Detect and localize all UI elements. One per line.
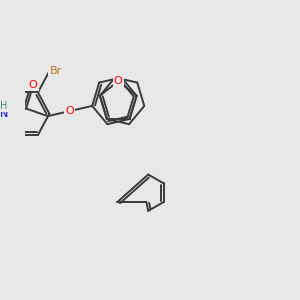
- Text: O: O: [66, 106, 74, 116]
- Text: Br: Br: [50, 66, 62, 76]
- Text: O: O: [29, 80, 38, 90]
- Text: N: N: [0, 109, 8, 118]
- Text: H: H: [0, 101, 8, 111]
- Text: O: O: [114, 76, 123, 86]
